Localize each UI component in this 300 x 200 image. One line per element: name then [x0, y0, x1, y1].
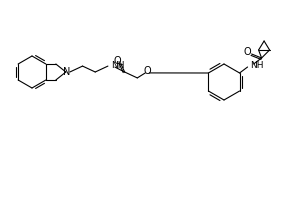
- Text: O: O: [114, 56, 122, 66]
- Text: NH: NH: [250, 60, 264, 70]
- Text: NH: NH: [111, 61, 124, 70]
- Text: N: N: [63, 67, 70, 77]
- Text: O: O: [143, 66, 151, 76]
- Text: O: O: [244, 47, 251, 57]
